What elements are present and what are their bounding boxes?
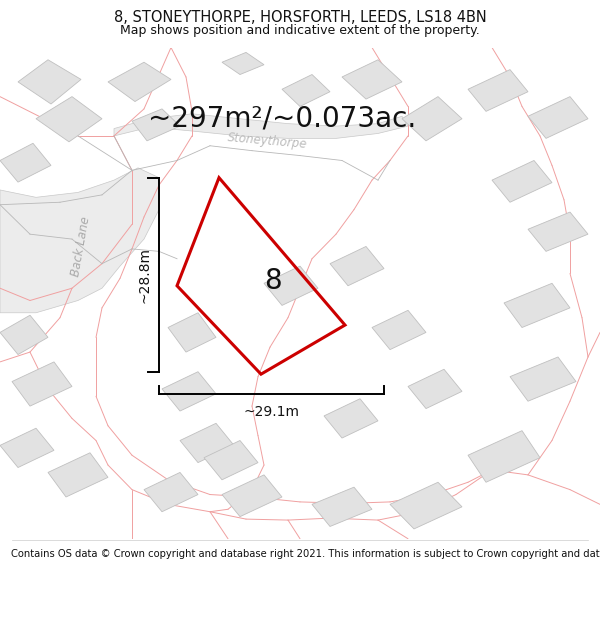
Polygon shape xyxy=(324,399,378,438)
Polygon shape xyxy=(492,161,552,202)
Polygon shape xyxy=(168,312,216,352)
Polygon shape xyxy=(132,109,180,141)
Polygon shape xyxy=(204,441,258,480)
Polygon shape xyxy=(0,315,48,354)
Polygon shape xyxy=(342,60,402,99)
Text: 8: 8 xyxy=(264,267,282,295)
Polygon shape xyxy=(504,283,570,328)
Polygon shape xyxy=(144,472,198,512)
Polygon shape xyxy=(222,475,282,517)
Polygon shape xyxy=(402,97,462,141)
Polygon shape xyxy=(468,431,540,482)
Polygon shape xyxy=(528,97,588,138)
Text: ~28.8m: ~28.8m xyxy=(137,247,151,302)
Polygon shape xyxy=(48,452,108,497)
Polygon shape xyxy=(264,266,318,306)
Polygon shape xyxy=(0,168,159,312)
Polygon shape xyxy=(282,74,330,106)
Polygon shape xyxy=(312,487,372,526)
Text: Stoneythorpe: Stoneythorpe xyxy=(227,131,307,151)
Polygon shape xyxy=(180,423,234,462)
Text: Map shows position and indicative extent of the property.: Map shows position and indicative extent… xyxy=(120,24,480,37)
Text: Back Lane: Back Lane xyxy=(70,216,92,278)
Text: ~29.1m: ~29.1m xyxy=(244,404,299,419)
Polygon shape xyxy=(222,52,264,74)
Polygon shape xyxy=(114,114,408,138)
Polygon shape xyxy=(162,372,216,411)
Polygon shape xyxy=(390,482,462,529)
Polygon shape xyxy=(528,212,588,251)
Text: 8, STONEYTHORPE, HORSFORTH, LEEDS, LS18 4BN: 8, STONEYTHORPE, HORSFORTH, LEEDS, LS18 … xyxy=(113,11,487,26)
Polygon shape xyxy=(108,62,171,101)
Polygon shape xyxy=(12,362,72,406)
Polygon shape xyxy=(372,311,426,349)
Polygon shape xyxy=(330,246,384,286)
Text: ~297m²/~0.073ac.: ~297m²/~0.073ac. xyxy=(148,105,416,132)
Polygon shape xyxy=(0,143,51,182)
Polygon shape xyxy=(36,97,102,142)
Polygon shape xyxy=(408,369,462,409)
Polygon shape xyxy=(0,428,54,468)
Polygon shape xyxy=(510,357,576,401)
Text: Contains OS data © Crown copyright and database right 2021. This information is : Contains OS data © Crown copyright and d… xyxy=(11,549,600,559)
Polygon shape xyxy=(18,60,81,104)
Polygon shape xyxy=(468,69,528,111)
